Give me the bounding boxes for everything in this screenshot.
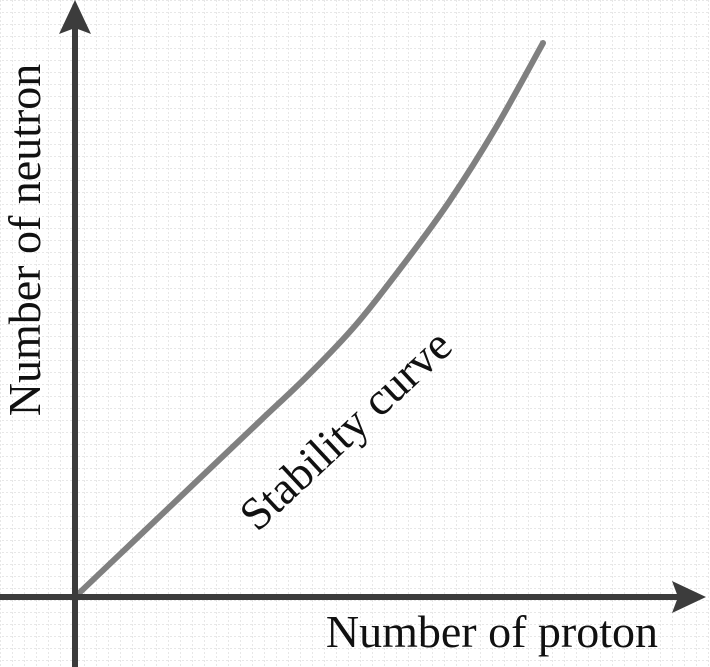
- y-axis-label: Number of neutron: [0, 64, 50, 417]
- x-axis-arrow-icon: [672, 581, 706, 613]
- x-axis-label: Number of proton: [326, 606, 658, 657]
- x-axis: [0, 581, 706, 613]
- stability-curve-group: [72, 40, 546, 600]
- stability-curve-line: [72, 40, 546, 600]
- y-axis-arrow-icon: [59, 0, 91, 34]
- y-axis: [59, 0, 91, 667]
